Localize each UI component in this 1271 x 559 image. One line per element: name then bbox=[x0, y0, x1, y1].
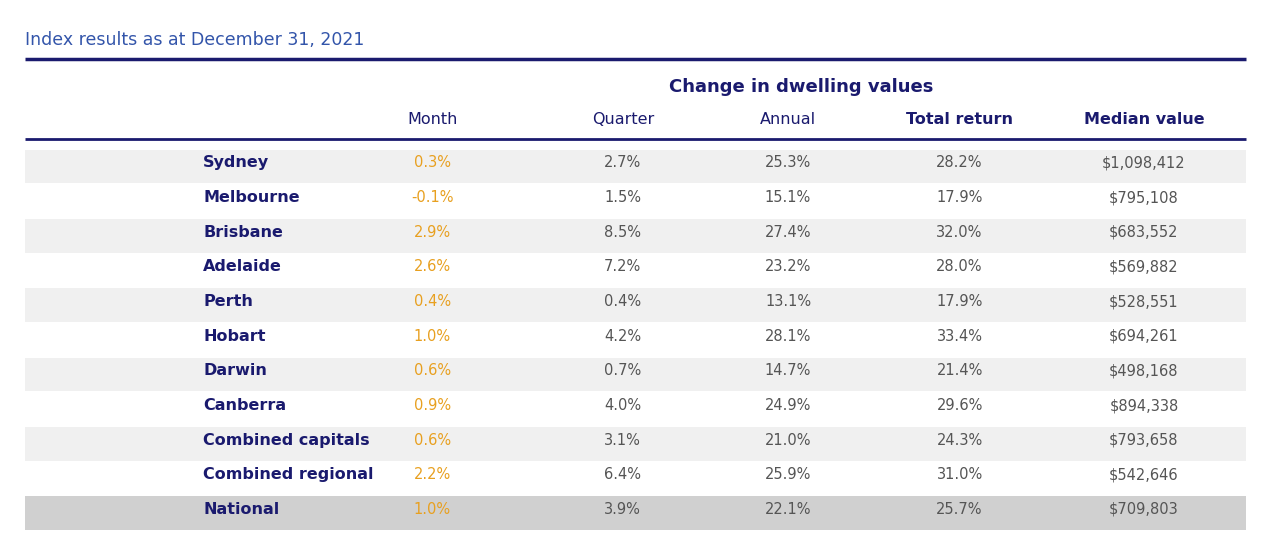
Text: 6.4%: 6.4% bbox=[604, 467, 642, 482]
Text: 8.5%: 8.5% bbox=[604, 225, 642, 240]
Text: 1.0%: 1.0% bbox=[413, 329, 451, 344]
Text: 3.1%: 3.1% bbox=[604, 433, 642, 448]
Text: $542,646: $542,646 bbox=[1110, 467, 1178, 482]
Text: Melbourne: Melbourne bbox=[203, 190, 300, 205]
Text: Median value: Median value bbox=[1084, 112, 1204, 127]
Text: 24.9%: 24.9% bbox=[765, 398, 811, 413]
Bar bbox=[25, 358, 1246, 391]
Text: 25.7%: 25.7% bbox=[937, 502, 982, 517]
Bar bbox=[25, 462, 1246, 495]
Text: 0.6%: 0.6% bbox=[413, 433, 451, 448]
Bar bbox=[25, 392, 1246, 426]
Text: 1.5%: 1.5% bbox=[604, 190, 642, 205]
Text: $894,338: $894,338 bbox=[1110, 398, 1178, 413]
Text: 32.0%: 32.0% bbox=[937, 225, 982, 240]
Text: $709,803: $709,803 bbox=[1110, 502, 1178, 517]
Bar bbox=[25, 150, 1246, 183]
Text: 25.3%: 25.3% bbox=[765, 155, 811, 170]
Text: 2.9%: 2.9% bbox=[413, 225, 451, 240]
Text: Month: Month bbox=[407, 112, 458, 127]
Text: $694,261: $694,261 bbox=[1110, 329, 1178, 344]
Text: 15.1%: 15.1% bbox=[765, 190, 811, 205]
Text: 0.4%: 0.4% bbox=[604, 294, 642, 309]
Text: Adelaide: Adelaide bbox=[203, 259, 282, 274]
Text: 24.3%: 24.3% bbox=[937, 433, 982, 448]
Text: 17.9%: 17.9% bbox=[937, 294, 982, 309]
Text: 14.7%: 14.7% bbox=[765, 363, 811, 378]
Text: 33.4%: 33.4% bbox=[937, 329, 982, 344]
Text: 22.1%: 22.1% bbox=[765, 502, 811, 517]
Text: Sydney: Sydney bbox=[203, 155, 269, 170]
Text: $793,658: $793,658 bbox=[1110, 433, 1178, 448]
Text: 17.9%: 17.9% bbox=[937, 190, 982, 205]
Text: $498,168: $498,168 bbox=[1110, 363, 1178, 378]
Text: 0.9%: 0.9% bbox=[413, 398, 451, 413]
Text: 2.2%: 2.2% bbox=[413, 467, 451, 482]
Text: 4.0%: 4.0% bbox=[604, 398, 642, 413]
Text: 29.6%: 29.6% bbox=[937, 398, 982, 413]
Bar bbox=[25, 184, 1246, 218]
Text: Annual: Annual bbox=[760, 112, 816, 127]
Bar bbox=[25, 254, 1246, 287]
Text: $795,108: $795,108 bbox=[1110, 190, 1178, 205]
Text: 7.2%: 7.2% bbox=[604, 259, 642, 274]
Text: Hobart: Hobart bbox=[203, 329, 266, 344]
Text: $569,882: $569,882 bbox=[1110, 259, 1178, 274]
Text: 1.0%: 1.0% bbox=[413, 502, 451, 517]
Text: Total return: Total return bbox=[906, 112, 1013, 127]
Text: National: National bbox=[203, 502, 280, 517]
Text: Change in dwelling values: Change in dwelling values bbox=[669, 78, 933, 96]
Text: 0.6%: 0.6% bbox=[413, 363, 451, 378]
Bar bbox=[25, 323, 1246, 357]
Text: 2.7%: 2.7% bbox=[604, 155, 642, 170]
Bar bbox=[25, 496, 1246, 530]
Text: $683,552: $683,552 bbox=[1110, 225, 1178, 240]
Text: Combined regional: Combined regional bbox=[203, 467, 374, 482]
Text: -0.1%: -0.1% bbox=[411, 190, 454, 205]
Text: 4.2%: 4.2% bbox=[604, 329, 642, 344]
Text: 28.0%: 28.0% bbox=[937, 259, 982, 274]
Text: 0.7%: 0.7% bbox=[604, 363, 642, 378]
Text: $528,551: $528,551 bbox=[1110, 294, 1178, 309]
Text: 0.4%: 0.4% bbox=[413, 294, 451, 309]
Text: Darwin: Darwin bbox=[203, 363, 267, 378]
Text: Index results as at December 31, 2021: Index results as at December 31, 2021 bbox=[25, 31, 365, 49]
Text: Brisbane: Brisbane bbox=[203, 225, 283, 240]
Text: 2.6%: 2.6% bbox=[413, 259, 451, 274]
Text: 28.2%: 28.2% bbox=[937, 155, 982, 170]
Text: 21.4%: 21.4% bbox=[937, 363, 982, 378]
Text: 31.0%: 31.0% bbox=[937, 467, 982, 482]
Text: 0.3%: 0.3% bbox=[413, 155, 451, 170]
Bar bbox=[25, 219, 1246, 253]
Text: 13.1%: 13.1% bbox=[765, 294, 811, 309]
Text: $1,098,412: $1,098,412 bbox=[1102, 155, 1186, 170]
Text: 28.1%: 28.1% bbox=[765, 329, 811, 344]
Bar bbox=[25, 427, 1246, 461]
Text: 23.2%: 23.2% bbox=[765, 259, 811, 274]
Text: Perth: Perth bbox=[203, 294, 253, 309]
Bar bbox=[25, 288, 1246, 322]
Text: 21.0%: 21.0% bbox=[765, 433, 811, 448]
Text: Quarter: Quarter bbox=[592, 112, 653, 127]
Text: Combined capitals: Combined capitals bbox=[203, 433, 370, 448]
Text: Canberra: Canberra bbox=[203, 398, 286, 413]
Text: 25.9%: 25.9% bbox=[765, 467, 811, 482]
Text: 3.9%: 3.9% bbox=[604, 502, 642, 517]
Text: 27.4%: 27.4% bbox=[765, 225, 811, 240]
